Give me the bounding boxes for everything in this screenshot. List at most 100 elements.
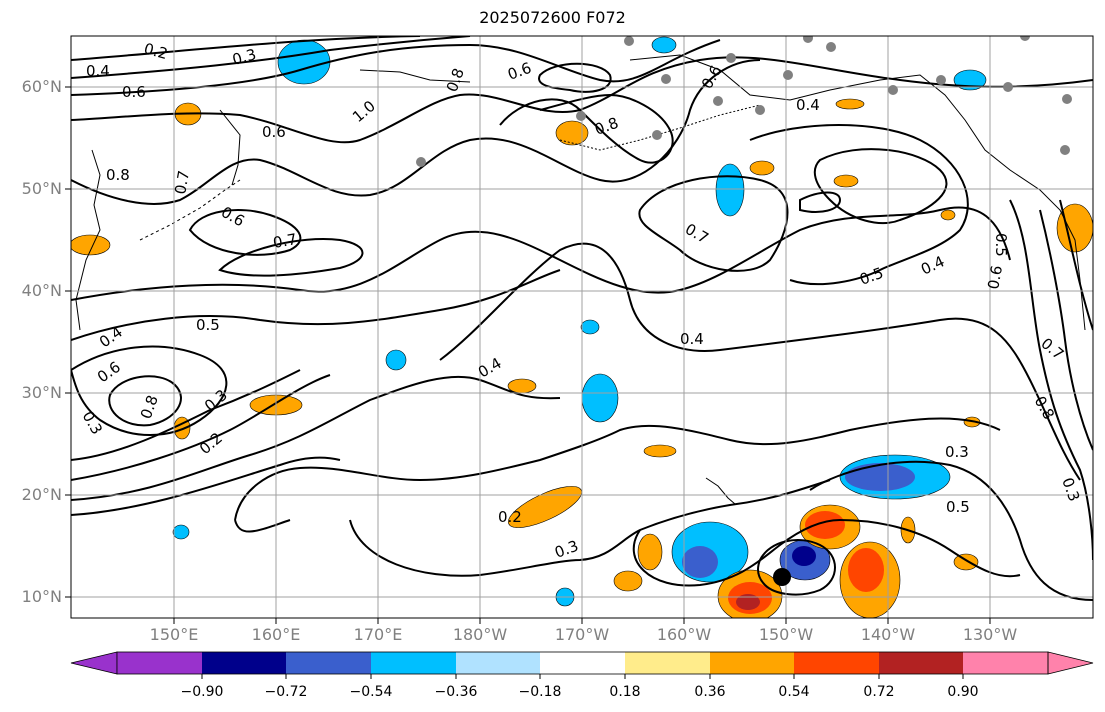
negative-anomaly-patch	[581, 373, 619, 423]
contour-line	[71, 375, 561, 501]
negative-anomaly-patch	[715, 163, 745, 217]
contour-line	[638, 175, 789, 272]
coastline-chukotka	[359, 69, 471, 83]
positive-anomaly-patch	[555, 120, 589, 146]
contour-line	[499, 93, 674, 164]
contour-line	[234, 519, 291, 533]
colorbar-segment	[456, 652, 540, 674]
lon-label: 140°W	[860, 625, 916, 644]
positive-anomaly-patch	[835, 98, 865, 110]
negative-anomaly-patch	[580, 319, 600, 335]
colorbar-extend-high	[1047, 651, 1094, 675]
negative-anomaly-patch	[277, 39, 331, 85]
contour-line	[1039, 209, 1093, 451]
positive-anomaly-patch	[833, 174, 859, 188]
contour-line	[632, 518, 1021, 587]
contour-label: 0.2	[142, 39, 170, 63]
lon-label: 130°W	[962, 625, 1018, 644]
contour-line	[71, 39, 721, 96]
positive-anomaly-core	[848, 548, 884, 592]
colorbar-segment	[710, 652, 794, 674]
contour-label: 0.7	[171, 169, 193, 196]
colorbar-segment	[286, 652, 371, 674]
colorbar-segment	[794, 652, 879, 674]
negative-anomaly-core	[845, 463, 915, 491]
colorbar-tick-label: −0.54	[349, 684, 393, 700]
contour-label: 0.3	[230, 45, 258, 69]
contour-line	[218, 238, 364, 277]
negative-anomaly-patch	[172, 524, 190, 540]
lat-label: 30°N	[21, 383, 62, 402]
graticule	[71, 36, 1093, 618]
positive-anomaly-patch	[613, 570, 643, 592]
lon-label: 180°W	[452, 625, 508, 644]
contour-line	[71, 206, 1011, 301]
colorbar-tick-label: 0.72	[863, 684, 895, 700]
contour-label: 0.3	[945, 443, 969, 461]
colorbar-tick-label: −0.90	[180, 684, 224, 700]
contour-line	[71, 374, 331, 481]
colorbar-segment	[202, 652, 286, 674]
colorbar-tick-label: 0.18	[609, 684, 641, 700]
storm-center-marker	[773, 568, 791, 586]
colorbar-segment	[879, 652, 963, 674]
contour-line	[813, 148, 948, 225]
lon-label: 170°W	[554, 625, 610, 644]
lon-label: 170°E	[353, 625, 403, 644]
coastline-aleutians	[559, 104, 761, 151]
colorbar-tick-label: 0.54	[778, 684, 810, 700]
positive-anomaly-core	[805, 511, 845, 539]
contour-line	[1009, 199, 1093, 561]
coastline-kuril	[139, 179, 241, 241]
contour-line	[71, 345, 228, 436]
negative-anomaly-core	[682, 546, 718, 578]
positive-anomaly-patch	[1056, 203, 1093, 253]
contour-label: 0.4	[796, 96, 820, 114]
positive-anomaly-max	[736, 594, 760, 610]
contour-label: 0.4	[680, 330, 704, 348]
colorbar-segment	[625, 652, 710, 674]
colorbar-tick-label: −0.72	[264, 684, 308, 700]
negative-anomaly-core	[792, 546, 816, 566]
positive-anomaly-patch	[643, 444, 677, 458]
contour-line	[234, 417, 1001, 521]
positive-anomaly-patch	[71, 234, 111, 256]
colorbar-tick-label: 0.90	[947, 684, 979, 700]
contour-label: 0.5	[196, 316, 220, 334]
contour-line	[749, 124, 969, 286]
lat-label: 40°N	[21, 281, 62, 300]
colorbar-segment	[371, 652, 456, 674]
station-markers	[416, 36, 1072, 167]
contour-label: 0.7	[272, 230, 299, 252]
axis-ticks	[65, 86, 991, 624]
negative-anomaly-patch	[651, 36, 677, 54]
lat-label: 50°N	[21, 179, 62, 198]
lat-label: 60°N	[21, 77, 62, 96]
lon-label: 150°W	[758, 625, 814, 644]
negative-anomaly-patch	[385, 349, 407, 371]
contour-line	[71, 36, 421, 61]
contour-line	[71, 269, 561, 341]
contour-line	[349, 479, 831, 577]
lon-label: 160°W	[656, 625, 712, 644]
contour-line	[1059, 199, 1093, 331]
contour-label: 0.5	[946, 498, 970, 516]
contour-label: 0.2	[498, 508, 522, 526]
colorbar-extend-low	[70, 651, 118, 675]
colorbar-segment	[540, 652, 625, 674]
contour-label: 0.8	[106, 166, 130, 184]
positive-anomaly-patch	[637, 533, 663, 571]
contour-layer	[71, 36, 1093, 601]
colorbar-tick-label: −0.18	[518, 684, 562, 700]
contour-label: 0.4	[86, 62, 110, 80]
colorbar-tick-label: −0.36	[434, 684, 478, 700]
coastline-hawaii	[705, 477, 736, 505]
colorbar-segment	[117, 652, 202, 674]
contour-line	[756, 539, 836, 596]
contour-line	[108, 375, 182, 427]
positive-anomaly-patch	[940, 209, 956, 221]
colorbar	[70, 651, 1094, 679]
lat-label: 10°N	[21, 587, 62, 606]
contour-label: 0.6	[984, 264, 1006, 291]
